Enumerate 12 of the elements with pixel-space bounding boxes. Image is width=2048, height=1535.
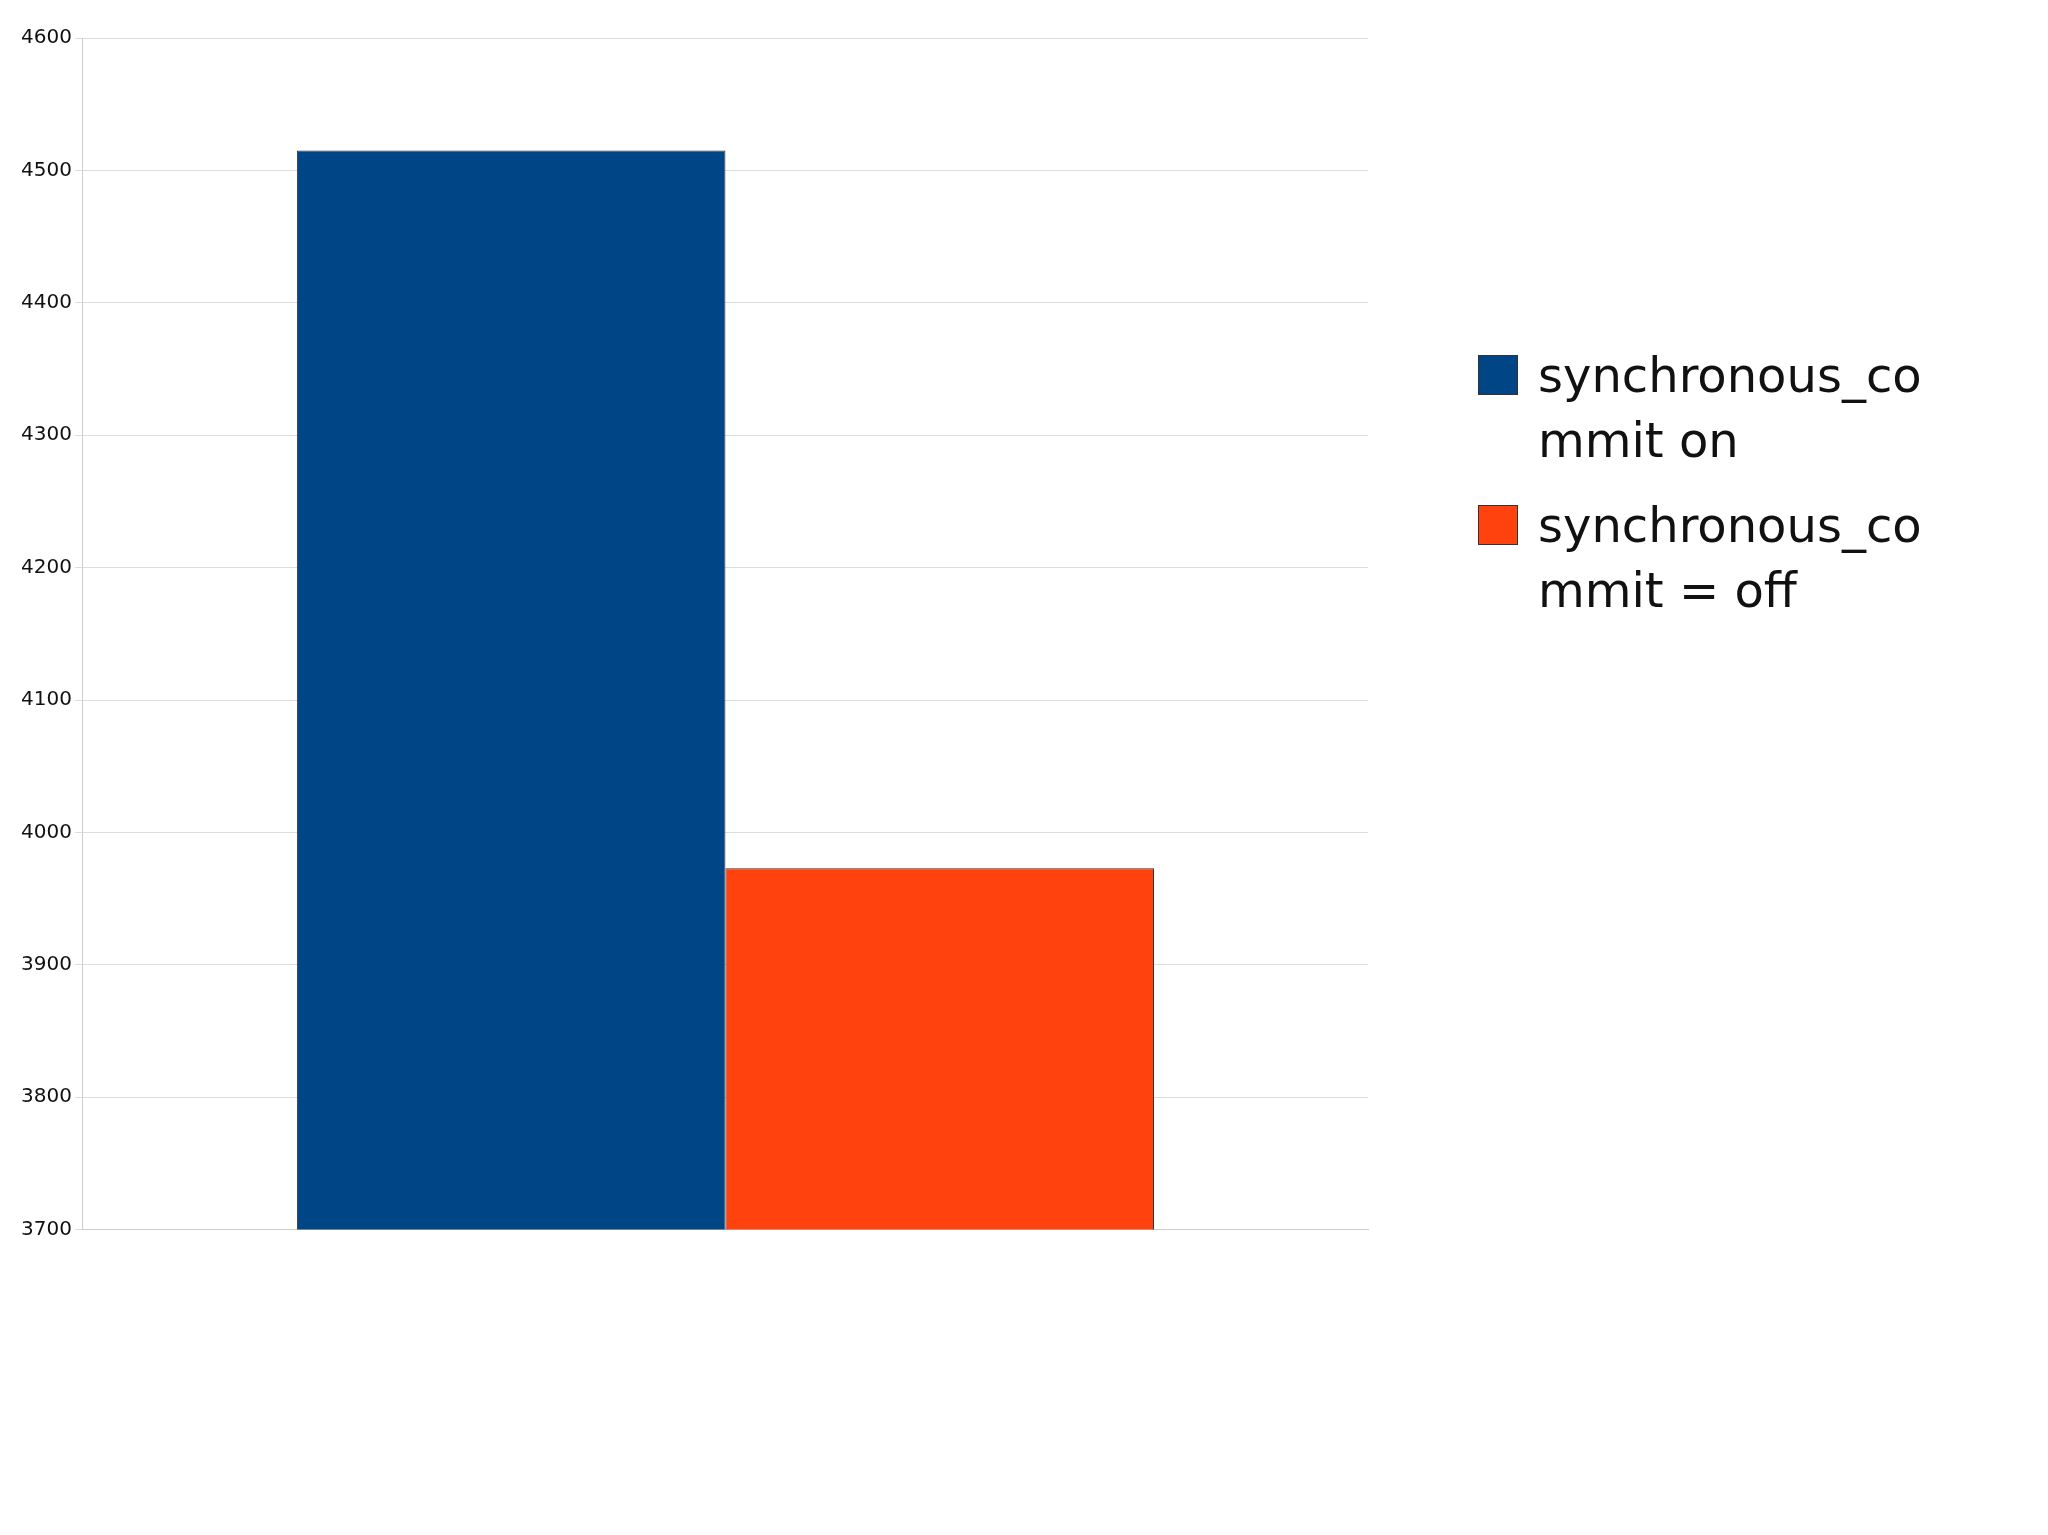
y-tick-label: 4000 [20, 818, 72, 843]
y-tick-label: 4400 [20, 289, 72, 313]
y-tick-label: 4600 [20, 24, 72, 49]
y-tick-label: 3900 [20, 951, 72, 975]
y-tick-label: 4300 [20, 421, 72, 446]
y-tick-label: 4200 [20, 553, 72, 578]
y-tick-label: 4500 [20, 156, 72, 181]
legend-label: synchronous_commit on [1538, 346, 1923, 471]
y-tick-label: 4100 [20, 686, 72, 711]
y-tick-label: 3700 [20, 1215, 72, 1240]
y-tick-label: 3800 [20, 1083, 72, 1108]
legend-label: synchronous_commit = off [1538, 496, 1923, 620]
